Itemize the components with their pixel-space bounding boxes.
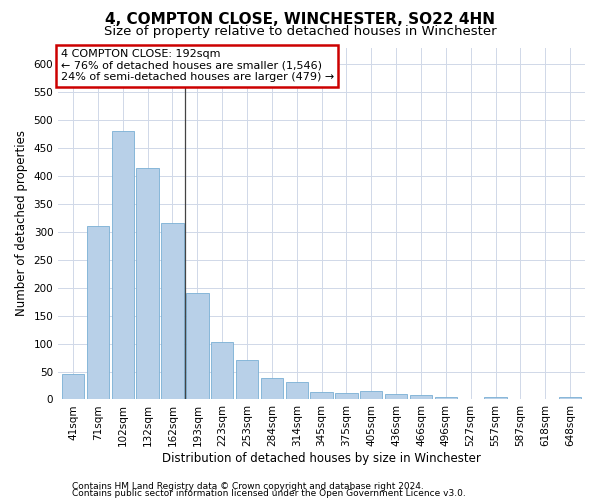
Bar [87,226,109,400]
Bar [62,374,84,400]
Text: Contains HM Land Registry data © Crown copyright and database right 2024.: Contains HM Land Registry data © Crown c… [72,482,424,491]
Bar [286,382,308,400]
Bar [335,393,358,400]
Bar [434,396,457,400]
Text: 4 COMPTON CLOSE: 192sqm
← 76% of detached houses are smaller (1,546)
24% of semi: 4 COMPTON CLOSE: 192sqm ← 76% of detache… [61,50,334,82]
Bar [236,360,258,400]
Text: Contains public sector information licensed under the Open Government Licence v3: Contains public sector information licen… [72,490,466,498]
Bar [161,224,184,400]
Bar [211,342,233,400]
Bar [112,132,134,400]
Bar [410,395,432,400]
Bar [484,396,507,400]
Bar [385,394,407,400]
Bar [136,168,159,400]
Text: 4, COMPTON CLOSE, WINCHESTER, SO22 4HN: 4, COMPTON CLOSE, WINCHESTER, SO22 4HN [105,12,495,28]
Bar [559,396,581,400]
X-axis label: Distribution of detached houses by size in Winchester: Distribution of detached houses by size … [162,452,481,465]
Bar [260,378,283,400]
Bar [360,391,382,400]
Bar [310,392,333,400]
Bar [186,294,209,400]
Y-axis label: Number of detached properties: Number of detached properties [15,130,28,316]
Text: Size of property relative to detached houses in Winchester: Size of property relative to detached ho… [104,25,496,38]
